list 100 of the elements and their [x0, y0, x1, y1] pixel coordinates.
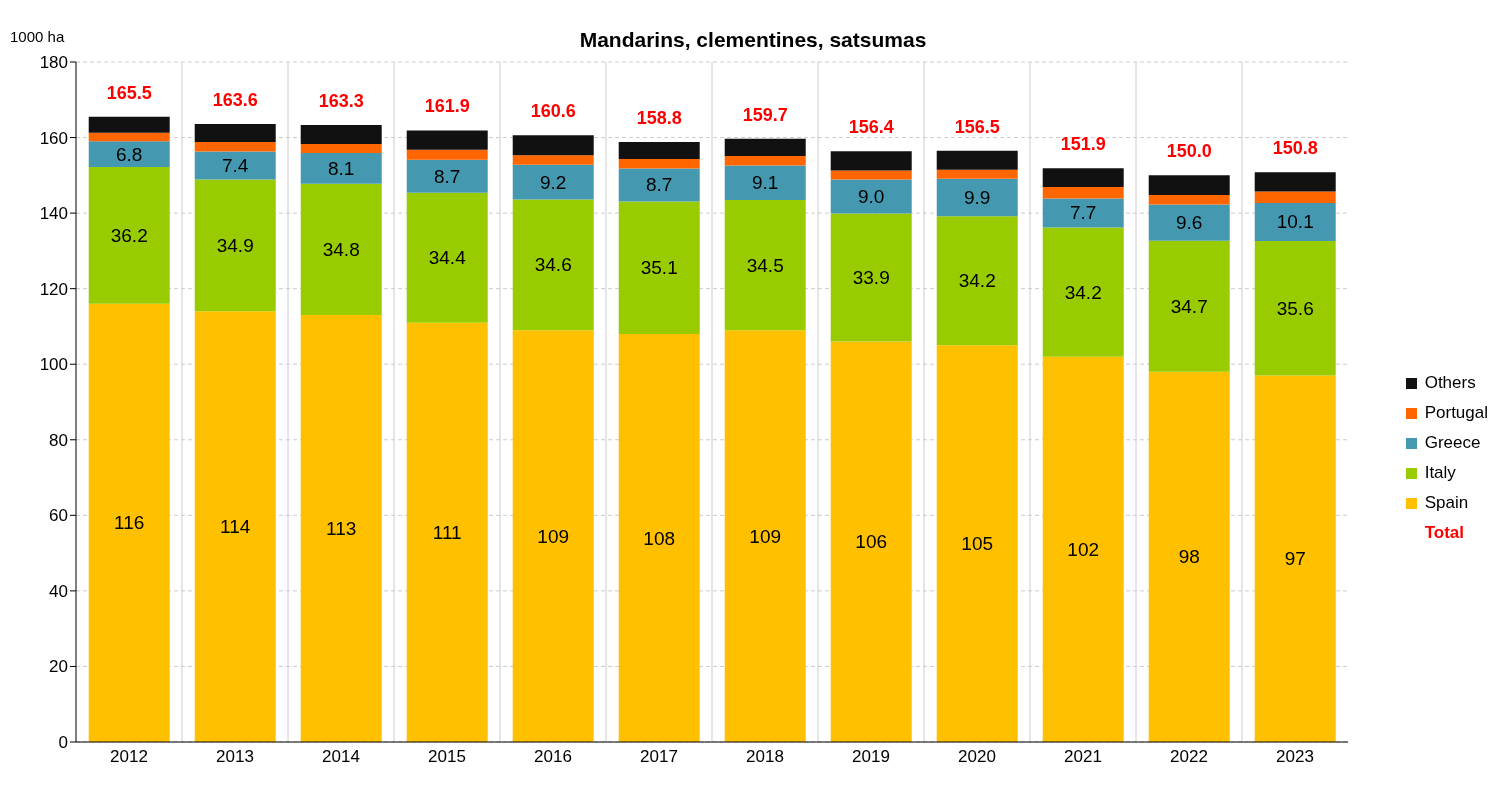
- bar: [512, 199, 594, 331]
- bar: [406, 159, 488, 193]
- data-label: 97: [1284, 548, 1306, 570]
- bar: [1254, 202, 1336, 242]
- data-label: 35.6: [1276, 297, 1314, 319]
- x-tick-label: 2016: [534, 747, 572, 767]
- bar: [1254, 241, 1336, 376]
- bar: [512, 135, 594, 156]
- bar: [830, 151, 912, 171]
- bar: [1148, 240, 1230, 372]
- data-label: 9.0: [858, 185, 885, 207]
- data-label: 8.7: [646, 174, 673, 196]
- bar: [406, 130, 488, 150]
- bar: [936, 150, 1018, 170]
- data-label: 34.6: [534, 254, 572, 276]
- bar: [618, 142, 700, 160]
- bar: [300, 153, 382, 184]
- data-label: 7.4: [222, 155, 249, 177]
- data-label: 36.2: [110, 224, 148, 246]
- data-label: 33.9: [852, 267, 890, 289]
- bar: [194, 123, 276, 143]
- total-label: 165.5: [106, 82, 152, 103]
- data-label: 6.8: [116, 143, 143, 165]
- y-tick-label: 180: [39, 53, 68, 73]
- y-tick-label: 80: [49, 430, 68, 450]
- bar: [88, 303, 170, 742]
- bar: [300, 183, 382, 316]
- bar: [1148, 175, 1230, 195]
- bar: [618, 168, 700, 202]
- x-tick-label: 2022: [1170, 747, 1208, 767]
- bar: [830, 341, 912, 742]
- bar: [194, 311, 276, 742]
- y-tick-label: 140: [39, 204, 68, 224]
- y-tick-label: 60: [49, 506, 68, 526]
- bar: [1148, 204, 1230, 241]
- x-tick-label: 2017: [640, 747, 678, 767]
- bar: [300, 143, 382, 154]
- bar: [88, 132, 170, 142]
- legend-label: Greece: [1423, 432, 1482, 454]
- total-label: 156.5: [954, 116, 1000, 137]
- data-label: 113: [326, 518, 357, 540]
- bar: [724, 199, 806, 331]
- data-label: 34.2: [958, 270, 996, 292]
- data-label: 109: [537, 525, 570, 547]
- bar: [1254, 191, 1336, 203]
- total-label: 160.6: [530, 101, 576, 122]
- data-label: 98: [1178, 546, 1200, 568]
- data-label: 34.8: [322, 238, 360, 260]
- legend-label: Others: [1423, 372, 1477, 394]
- data-label: 9.9: [964, 186, 991, 208]
- bar: [1254, 375, 1336, 742]
- data-label: 34.4: [428, 247, 467, 269]
- legend-label: Portugal: [1423, 402, 1488, 424]
- bar: [830, 179, 912, 214]
- bar: [936, 178, 1018, 217]
- data-label: 34.2: [1064, 281, 1102, 303]
- chart-title: Mandarins, clementines, satsumas: [579, 28, 927, 51]
- total-label: 158.8: [636, 108, 682, 129]
- data-label: 9.6: [1176, 212, 1203, 234]
- bar: [936, 169, 1018, 179]
- bar: [830, 170, 912, 180]
- data-label: 102: [1067, 538, 1100, 560]
- y-tick-label: 20: [49, 657, 68, 677]
- total-label: 151.9: [1060, 134, 1106, 155]
- data-label: 114: [220, 516, 251, 538]
- bar: [88, 167, 170, 304]
- bar: [1042, 187, 1124, 199]
- bar: [724, 165, 806, 200]
- bar: [512, 330, 594, 742]
- x-tick-label: 2020: [958, 747, 996, 767]
- bar: [512, 155, 594, 165]
- bar: [1148, 371, 1230, 742]
- data-label: 105: [961, 533, 994, 555]
- data-label: 10.1: [1276, 211, 1314, 233]
- bar: [88, 141, 170, 168]
- total-label: 150.0: [1166, 141, 1212, 162]
- data-label: 7.7: [1070, 202, 1097, 224]
- data-label: 108: [643, 527, 676, 549]
- total-label: 161.9: [424, 96, 470, 117]
- data-label: 109: [749, 525, 782, 547]
- data-label: 34.9: [216, 234, 254, 256]
- bar: [1148, 194, 1230, 205]
- y-tick-label: 100: [39, 355, 68, 375]
- y-tick-label: 40: [49, 581, 68, 601]
- bar: [1254, 172, 1336, 192]
- x-tick-label: 2018: [746, 747, 784, 767]
- bar: [618, 334, 700, 742]
- data-label: 8.7: [434, 165, 461, 187]
- data-label: 9.2: [540, 171, 567, 193]
- data-label: 34.7: [1170, 295, 1208, 317]
- bar: [194, 179, 276, 312]
- bar: [1042, 356, 1124, 742]
- bar: [88, 116, 170, 133]
- y-axis-title: 1000 ha: [10, 28, 65, 45]
- bar: [724, 156, 806, 166]
- legend-label: Italy: [1423, 462, 1457, 484]
- x-tick-label: 2023: [1276, 747, 1314, 767]
- bar: [300, 315, 382, 742]
- total-label: 150.8: [1272, 138, 1318, 159]
- bar: [406, 192, 488, 323]
